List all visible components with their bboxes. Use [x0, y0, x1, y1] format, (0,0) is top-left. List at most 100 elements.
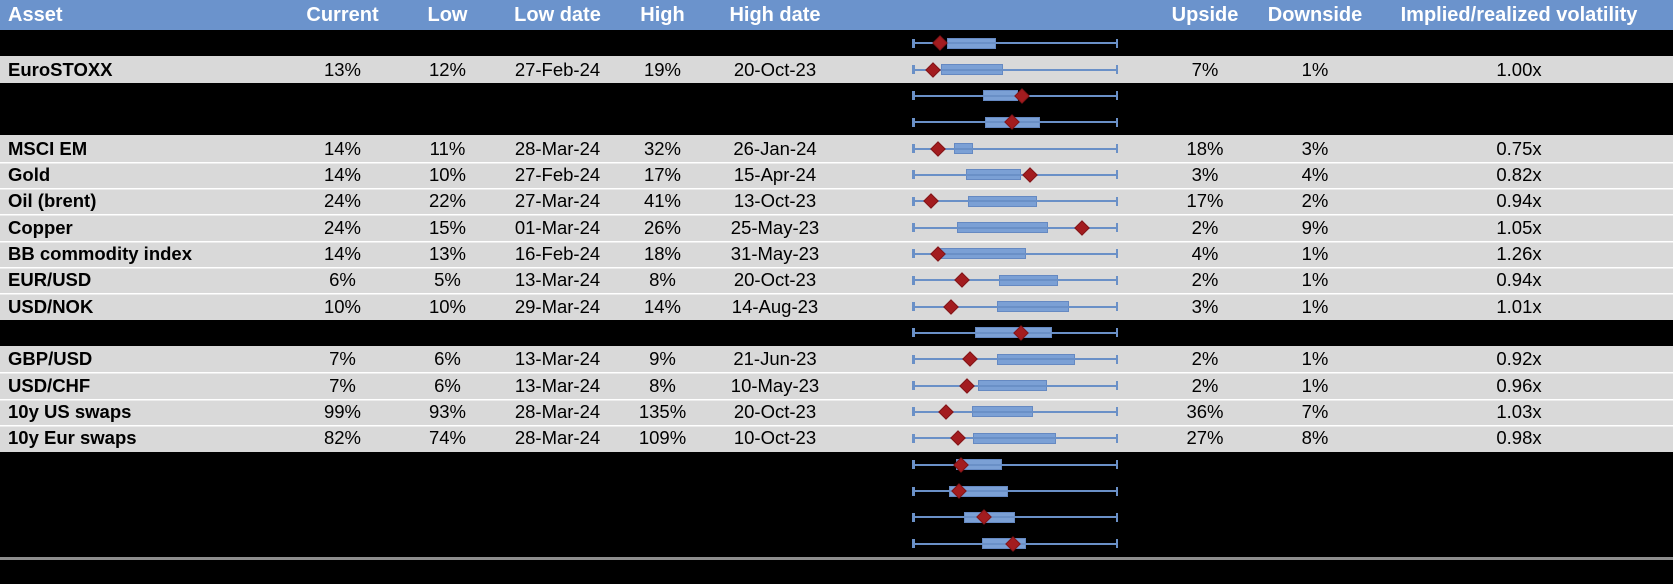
current-cell[interactable]: 99%	[323, 400, 362, 422]
range-plot[interactable]	[840, 478, 1145, 504]
low-date-cell[interactable]: 13-Mar-24	[514, 348, 601, 370]
implied-realized-cell[interactable]: 1.03x	[1496, 400, 1542, 422]
low-cell[interactable]: 74%	[428, 427, 467, 449]
low-date-cell[interactable]	[500, 30, 615, 56]
asset-cell[interactable]: Oil (brent)	[8, 190, 97, 212]
header-low[interactable]: Low	[427, 3, 468, 26]
low-cell[interactable]	[395, 83, 500, 109]
low-date-cell[interactable]	[500, 83, 615, 109]
asset-cell[interactable]	[0, 109, 290, 135]
low-cell[interactable]: 15%	[428, 216, 467, 238]
current-cell[interactable]: 82%	[323, 427, 362, 449]
current-cell[interactable]	[290, 531, 395, 557]
header-current[interactable]: Current	[306, 3, 379, 26]
high-date-cell[interactable]: 10-May-23	[730, 374, 820, 396]
implied-realized-cell[interactable]	[1365, 452, 1673, 478]
low-cell[interactable]: 93%	[428, 400, 467, 422]
range-plot[interactable]	[840, 162, 1145, 188]
range-plot[interactable]	[840, 30, 1145, 56]
downside-cell[interactable]	[1265, 531, 1365, 557]
low-date-cell[interactable]	[500, 452, 615, 478]
upside-cell[interactable]	[1145, 452, 1265, 478]
range-plot[interactable]	[840, 425, 1145, 451]
low-date-cell[interactable]: 29-Mar-24	[514, 295, 601, 317]
range-plot[interactable]	[840, 531, 1145, 557]
upside-cell[interactable]: 18%	[1186, 137, 1224, 159]
high-date-cell[interactable]: 15-Apr-24	[733, 163, 817, 185]
implied-realized-cell[interactable]	[1365, 83, 1673, 109]
downside-cell[interactable]: 1%	[1301, 295, 1329, 317]
asset-cell[interactable]: Copper	[8, 216, 73, 238]
range-plot[interactable]	[840, 188, 1145, 214]
high-cell[interactable]	[615, 452, 710, 478]
current-cell[interactable]	[290, 30, 395, 56]
low-cell[interactable]	[395, 452, 500, 478]
downside-cell[interactable]: 8%	[1301, 427, 1329, 449]
asset-cell[interactable]	[0, 504, 290, 530]
upside-cell[interactable]	[1145, 504, 1265, 530]
downside-cell[interactable]	[1265, 109, 1365, 135]
range-plot[interactable]	[840, 320, 1145, 346]
implied-realized-cell[interactable]: 1.01x	[1496, 295, 1542, 317]
high-cell[interactable]	[615, 504, 710, 530]
implied-realized-cell[interactable]	[1365, 531, 1673, 557]
low-cell[interactable]: 10%	[428, 295, 467, 317]
high-date-cell[interactable]	[710, 109, 840, 135]
range-plot[interactable]	[840, 109, 1145, 135]
current-cell[interactable]	[290, 83, 395, 109]
high-date-cell[interactable]	[710, 478, 840, 504]
high-date-cell[interactable]	[710, 531, 840, 557]
implied-realized-cell[interactable]	[1365, 478, 1673, 504]
downside-cell[interactable]	[1265, 452, 1365, 478]
high-date-cell[interactable]: 31-May-23	[730, 242, 820, 264]
header-implied-realized[interactable]: Implied/realized volatility	[1400, 3, 1638, 26]
high-cell[interactable]: 17%	[643, 163, 682, 185]
range-plot[interactable]	[840, 346, 1145, 372]
high-cell[interactable]	[615, 109, 710, 135]
low-cell[interactable]: 6%	[434, 348, 461, 370]
asset-cell[interactable]	[0, 452, 290, 478]
asset-cell[interactable]	[0, 30, 290, 56]
current-cell[interactable]: 24%	[323, 190, 362, 212]
implied-realized-cell[interactable]: 0.96x	[1496, 374, 1542, 396]
range-plot[interactable]	[840, 56, 1145, 82]
header-high[interactable]: High	[640, 3, 685, 26]
range-plot[interactable]	[840, 504, 1145, 530]
downside-cell[interactable]: 1%	[1301, 374, 1329, 396]
high-cell[interactable]	[615, 531, 710, 557]
current-cell[interactable]: 14%	[323, 137, 362, 159]
upside-cell[interactable]: 2%	[1191, 348, 1219, 370]
high-cell[interactable]: 135%	[638, 400, 687, 422]
downside-cell[interactable]	[1265, 30, 1365, 56]
range-plot[interactable]	[840, 452, 1145, 478]
current-cell[interactable]	[290, 478, 395, 504]
low-cell[interactable]: 11%	[429, 137, 466, 159]
range-plot[interactable]	[840, 372, 1145, 398]
high-date-cell[interactable]	[710, 83, 840, 109]
implied-realized-cell[interactable]: 0.75x	[1496, 137, 1542, 159]
implied-realized-cell[interactable]: 0.98x	[1496, 427, 1542, 449]
downside-cell[interactable]: 1%	[1301, 348, 1329, 370]
header-downside[interactable]: Downside	[1267, 3, 1363, 26]
upside-cell[interactable]: 2%	[1191, 216, 1219, 238]
low-date-cell[interactable]: 27-Feb-24	[514, 163, 601, 185]
high-date-cell[interactable]	[710, 452, 840, 478]
asset-cell[interactable]: USD/NOK	[8, 295, 94, 317]
header-asset[interactable]: Asset	[8, 3, 63, 26]
high-cell[interactable]: 19%	[643, 58, 682, 80]
low-date-cell[interactable]	[500, 109, 615, 135]
implied-realized-cell[interactable]: 1.26x	[1496, 242, 1542, 264]
current-cell[interactable]: 6%	[329, 269, 356, 291]
low-cell[interactable]: 10%	[428, 163, 467, 185]
upside-cell[interactable]: 36%	[1186, 400, 1224, 422]
range-plot[interactable]	[840, 214, 1145, 240]
current-cell[interactable]	[290, 109, 395, 135]
low-cell[interactable]	[395, 30, 500, 56]
high-date-cell[interactable]: 14-Aug-23	[731, 295, 819, 317]
high-cell[interactable]	[615, 83, 710, 109]
high-date-cell[interactable]: 20-Oct-23	[733, 400, 817, 422]
downside-cell[interactable]	[1265, 478, 1365, 504]
header-upside[interactable]: Upside	[1171, 3, 1239, 26]
low-date-cell[interactable]	[500, 478, 615, 504]
downside-cell[interactable]	[1265, 320, 1365, 346]
